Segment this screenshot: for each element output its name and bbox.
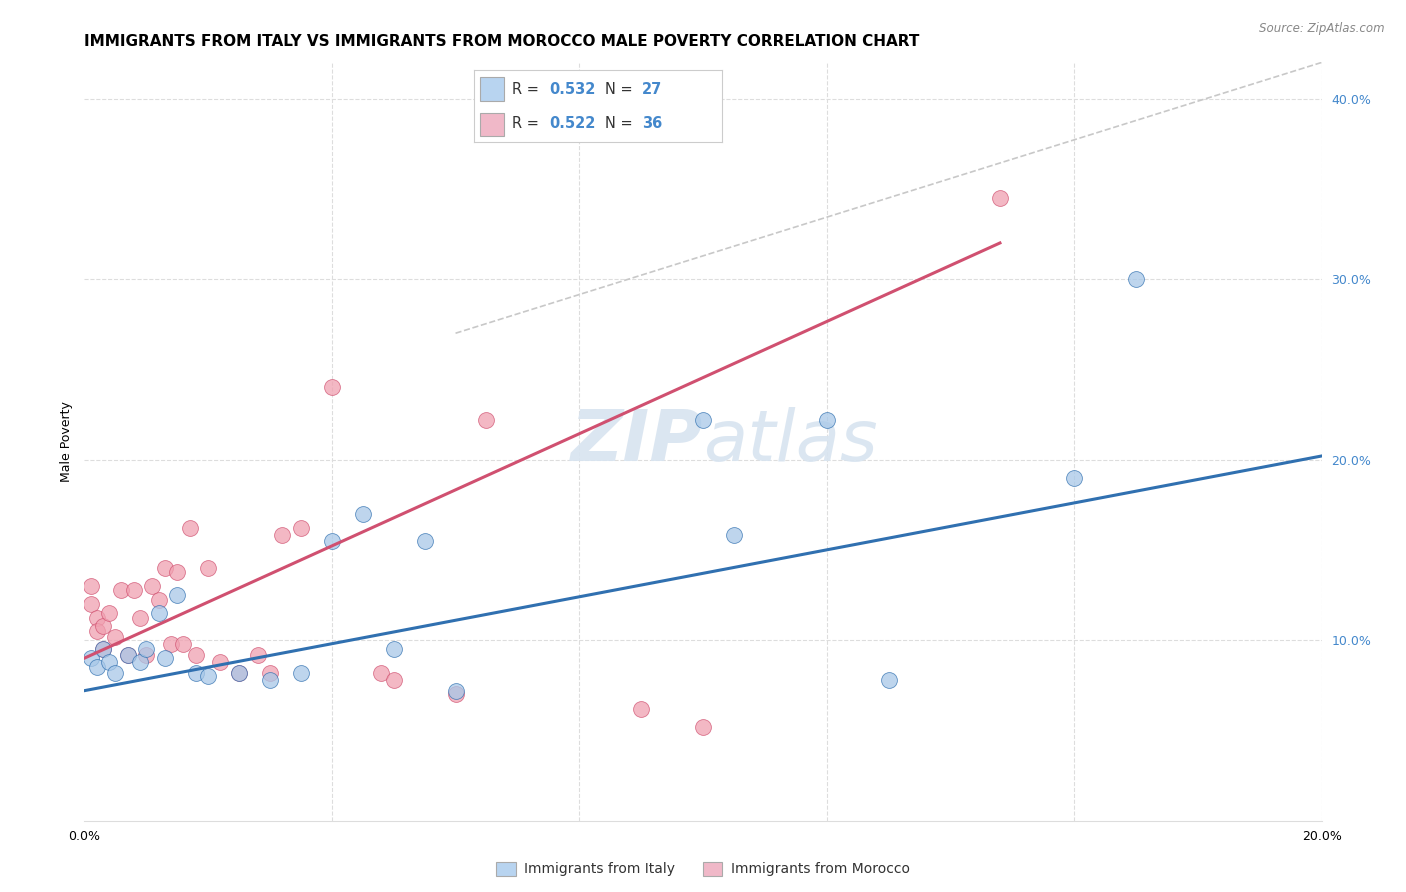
Point [877, 673, 900, 687]
Point [271, 528, 294, 542]
Point [148, 593, 170, 607]
Point [370, 665, 392, 680]
Point [153, 561, 176, 575]
Point [135, 648, 157, 662]
Point [98, 606, 121, 620]
Point [692, 720, 714, 734]
Point [79, 579, 101, 593]
Point [129, 655, 152, 669]
Point [91, 642, 114, 657]
Point [382, 642, 405, 657]
Point [104, 630, 127, 644]
Point [444, 687, 467, 701]
Point [179, 521, 201, 535]
Point [86, 624, 108, 639]
Point [352, 507, 374, 521]
Point [321, 380, 343, 394]
Text: Source: ZipAtlas.com: Source: ZipAtlas.com [1260, 22, 1385, 36]
Point [321, 533, 343, 548]
Point [209, 655, 232, 669]
Point [259, 673, 281, 687]
Text: IMMIGRANTS FROM ITALY VS IMMIGRANTS FROM MOROCCO MALE POVERTY CORRELATION CHART: IMMIGRANTS FROM ITALY VS IMMIGRANTS FROM… [84, 34, 920, 49]
Point [723, 528, 745, 542]
Point [91, 618, 114, 632]
Point [246, 648, 269, 662]
Point [104, 665, 127, 680]
Point [86, 611, 108, 625]
Point [129, 611, 152, 625]
Point [444, 683, 467, 698]
Point [166, 565, 188, 579]
Point [91, 642, 114, 657]
Point [122, 582, 145, 597]
Text: ZIP: ZIP [571, 407, 703, 476]
Point [135, 642, 157, 657]
Point [117, 648, 139, 662]
Y-axis label: Male Poverty: Male Poverty [60, 401, 73, 482]
Point [79, 651, 101, 665]
Point [184, 665, 207, 680]
Point [141, 579, 163, 593]
Point [160, 637, 183, 651]
Point [172, 637, 194, 651]
Point [166, 588, 188, 602]
Point [815, 413, 838, 427]
Point [228, 665, 250, 680]
Point [475, 413, 498, 427]
Point [259, 665, 281, 680]
Point [153, 651, 176, 665]
Point [988, 191, 1011, 205]
Point [290, 521, 312, 535]
Point [110, 582, 132, 597]
Point [184, 648, 207, 662]
Point [228, 665, 250, 680]
Point [197, 561, 219, 575]
Point [117, 648, 139, 662]
Point [382, 673, 405, 687]
Point [79, 597, 101, 611]
Point [98, 655, 121, 669]
Point [413, 533, 436, 548]
Point [148, 606, 170, 620]
Point [630, 702, 652, 716]
Point [86, 660, 108, 674]
Point [290, 665, 312, 680]
Text: atlas: atlas [703, 407, 877, 476]
Point [1125, 272, 1147, 286]
Legend: Immigrants from Italy, Immigrants from Morocco: Immigrants from Italy, Immigrants from M… [491, 856, 915, 882]
Point [692, 413, 714, 427]
Point [1063, 470, 1085, 484]
Point [197, 669, 219, 683]
